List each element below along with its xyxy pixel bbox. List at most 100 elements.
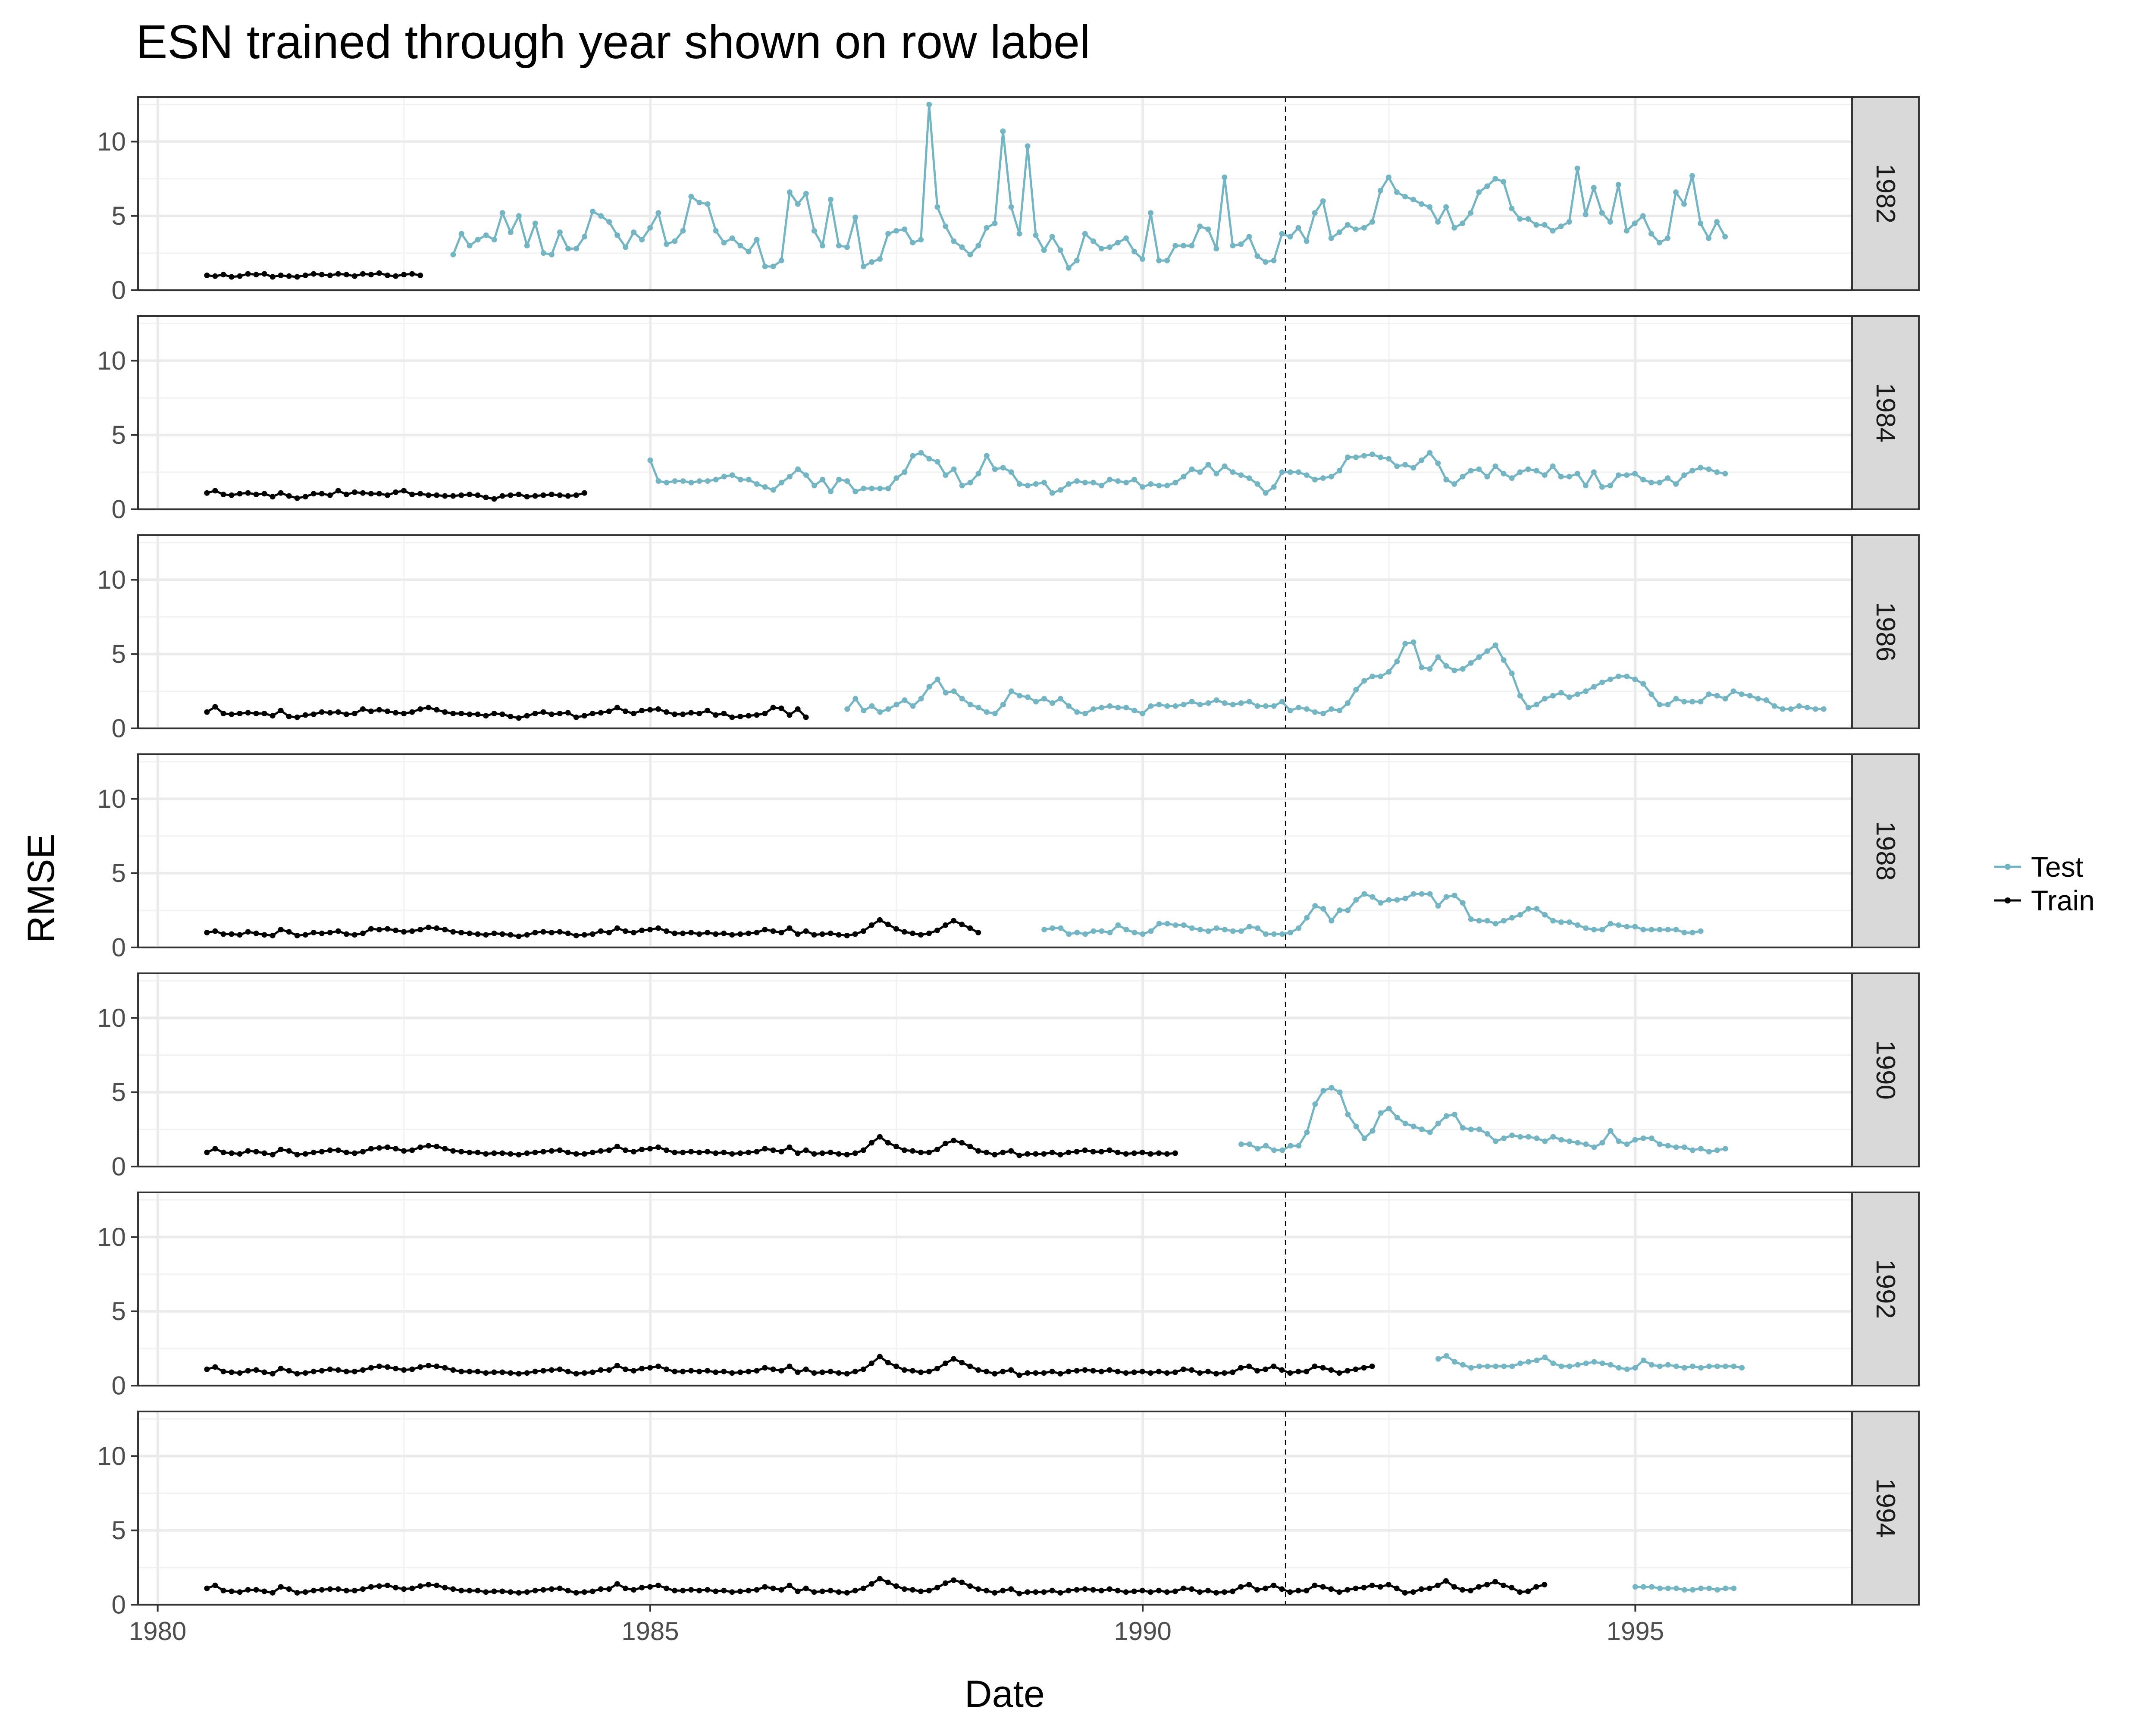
train-series-point bbox=[811, 1370, 817, 1376]
panel-background bbox=[138, 973, 1852, 1167]
train-series-point bbox=[573, 714, 579, 720]
train-series-point bbox=[212, 1582, 218, 1588]
train-series-point bbox=[762, 711, 768, 716]
test-series-point bbox=[1066, 703, 1072, 709]
train-series-point bbox=[614, 925, 620, 931]
train-series-point bbox=[1344, 1587, 1351, 1593]
train-series-point bbox=[967, 1144, 973, 1149]
train-series-point bbox=[548, 1367, 555, 1373]
train-series-point bbox=[253, 1149, 259, 1154]
strip-label: 1988 bbox=[1871, 821, 1900, 881]
train-series-point bbox=[286, 713, 292, 719]
test-series-point bbox=[1550, 918, 1556, 924]
test-series-point bbox=[1706, 1149, 1712, 1154]
test-series-point bbox=[1279, 469, 1285, 475]
train-series-point bbox=[672, 1587, 678, 1593]
test-series-point bbox=[1632, 220, 1638, 226]
test-series-point bbox=[885, 706, 891, 712]
test-series-point bbox=[959, 483, 965, 489]
legend-key-point bbox=[2005, 897, 2011, 903]
train-series-point bbox=[376, 707, 382, 713]
train-series-point bbox=[360, 490, 366, 496]
test-series-point bbox=[1452, 1359, 1458, 1365]
train-series-point bbox=[721, 930, 727, 936]
test-series-point bbox=[1025, 483, 1031, 489]
test-series-point bbox=[951, 688, 957, 694]
train-series-point bbox=[360, 1367, 366, 1373]
test-series-point bbox=[1320, 1088, 1326, 1094]
test-series-point bbox=[1616, 673, 1622, 679]
train-series-point bbox=[811, 1151, 817, 1157]
train-series-point bbox=[450, 929, 456, 935]
train-series-point bbox=[310, 1368, 317, 1374]
train-series-point bbox=[762, 1146, 768, 1152]
y-axis-title: RMSE bbox=[19, 834, 62, 943]
train-series-point bbox=[475, 711, 481, 717]
test-series-point bbox=[1492, 463, 1498, 469]
train-series-point bbox=[385, 273, 391, 278]
test-series-point bbox=[1205, 700, 1211, 706]
train-series-point bbox=[1057, 1151, 1063, 1157]
test-series-point bbox=[1410, 891, 1416, 897]
test-series-point bbox=[1279, 699, 1285, 705]
train-series-point bbox=[212, 928, 218, 934]
test-series-point bbox=[1345, 907, 1351, 913]
train-series-point bbox=[524, 494, 530, 500]
train-series-point bbox=[729, 1589, 735, 1595]
test-series-point bbox=[1485, 1131, 1490, 1137]
train-series-point bbox=[278, 1365, 284, 1371]
test-series-point bbox=[1172, 243, 1178, 249]
train-series-point bbox=[442, 1146, 448, 1152]
train-series-point bbox=[261, 711, 267, 716]
test-series-point bbox=[1410, 1123, 1416, 1129]
train-series-point bbox=[229, 274, 235, 280]
train-series-point bbox=[721, 1149, 727, 1155]
test-series-point bbox=[1156, 483, 1162, 489]
y-tick-label: 10 bbox=[97, 565, 126, 594]
test-series-point bbox=[984, 453, 990, 459]
test-series-point bbox=[1140, 484, 1146, 490]
test-series-point bbox=[1328, 235, 1334, 241]
train-series-point bbox=[951, 1577, 957, 1583]
test-series-point bbox=[1575, 1362, 1581, 1368]
train-series-point bbox=[746, 1368, 752, 1374]
test-series-point bbox=[1451, 225, 1457, 231]
test-series-point bbox=[1033, 699, 1039, 705]
test-series-point bbox=[1443, 894, 1449, 900]
train-series-point bbox=[729, 1151, 735, 1157]
test-series-point bbox=[713, 477, 719, 483]
train-series-point bbox=[409, 709, 415, 715]
test-series-point bbox=[1288, 1143, 1294, 1149]
train-series-point bbox=[910, 930, 915, 936]
test-series-point bbox=[1320, 906, 1326, 912]
train-series-point bbox=[680, 1587, 686, 1593]
train-series-point bbox=[943, 1360, 949, 1366]
test-series-point bbox=[1197, 223, 1203, 229]
train-series-point bbox=[434, 1144, 440, 1149]
train-series-point bbox=[245, 490, 251, 496]
test-series-point bbox=[1476, 466, 1482, 472]
test-series-point bbox=[1164, 257, 1170, 263]
train-series-point bbox=[1123, 1151, 1129, 1157]
train-series-point bbox=[401, 711, 407, 716]
test-series-point bbox=[1238, 928, 1244, 934]
test-series-point bbox=[1632, 470, 1638, 477]
test-series-point bbox=[1468, 467, 1474, 474]
train-series-point bbox=[467, 492, 473, 497]
train-series-point bbox=[1139, 1368, 1145, 1374]
train-series-point bbox=[417, 273, 423, 278]
train-series-point bbox=[1246, 1582, 1252, 1587]
train-series-point bbox=[278, 273, 284, 278]
test-series-point bbox=[1402, 194, 1408, 200]
train-series-point bbox=[688, 710, 694, 716]
train-series-point bbox=[787, 1582, 793, 1588]
train-series-point bbox=[294, 1590, 300, 1596]
test-series-point bbox=[705, 201, 711, 207]
test-series-point bbox=[516, 213, 522, 219]
train-series-point bbox=[754, 1587, 760, 1593]
train-series-point bbox=[836, 1589, 842, 1595]
test-series-point bbox=[1295, 469, 1301, 475]
train-series-point bbox=[918, 1149, 924, 1155]
test-series-point bbox=[1271, 931, 1277, 937]
test-series-point bbox=[1263, 1143, 1269, 1149]
